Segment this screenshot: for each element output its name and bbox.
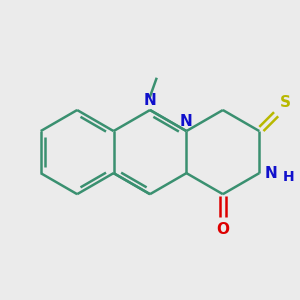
Text: N: N [180,114,193,129]
Text: H: H [282,170,294,184]
Text: N: N [264,166,277,181]
Text: S: S [280,95,291,110]
Text: O: O [216,221,230,236]
Text: N: N [144,93,156,108]
